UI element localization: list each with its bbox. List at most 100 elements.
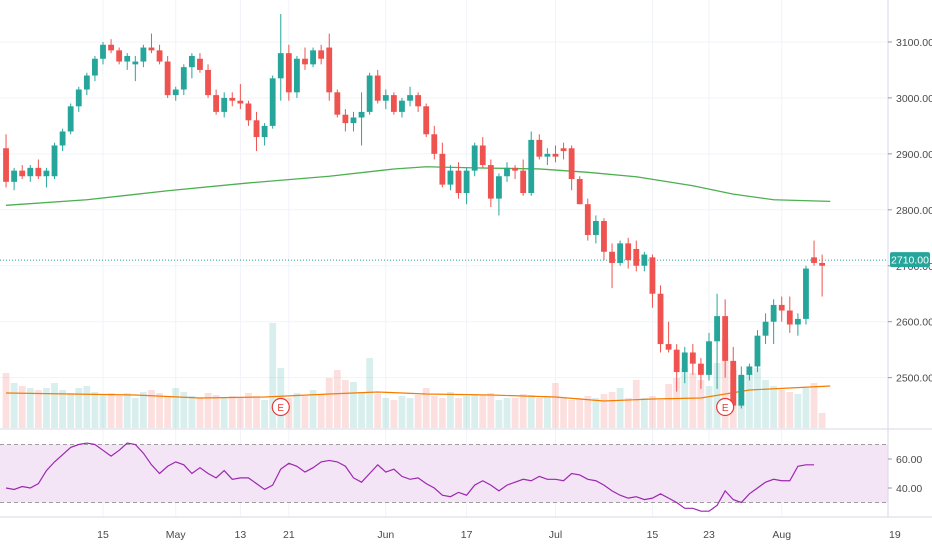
candle-body[interactable] bbox=[27, 167, 34, 177]
candle-body[interactable] bbox=[819, 262, 826, 266]
candle-body[interactable] bbox=[245, 103, 252, 121]
candle-body[interactable] bbox=[253, 120, 260, 138]
candle-body[interactable] bbox=[197, 58, 203, 70]
candle-body[interactable] bbox=[754, 335, 761, 367]
candle-body[interactable] bbox=[132, 61, 139, 65]
candle-body[interactable] bbox=[609, 251, 615, 263]
candle-body[interactable] bbox=[536, 139, 543, 157]
candle-body[interactable] bbox=[59, 131, 66, 146]
candle-body[interactable] bbox=[180, 67, 187, 90]
candle-body[interactable] bbox=[439, 153, 446, 185]
candle-body[interactable] bbox=[520, 170, 527, 194]
candle-body[interactable] bbox=[75, 89, 82, 107]
candle-body[interactable] bbox=[665, 344, 672, 350]
candle-body[interactable] bbox=[261, 125, 268, 138]
candle-body[interactable] bbox=[310, 50, 316, 65]
candle-body[interactable] bbox=[221, 97, 228, 112]
candle-body[interactable] bbox=[326, 47, 333, 93]
candle-body[interactable] bbox=[318, 50, 325, 59]
candle-body[interactable] bbox=[423, 106, 430, 135]
candle-body[interactable] bbox=[778, 304, 785, 311]
candle-body[interactable] bbox=[698, 363, 704, 375]
candle-body[interactable] bbox=[358, 111, 365, 118]
candle-body[interactable] bbox=[334, 92, 341, 115]
candle-body[interactable] bbox=[399, 100, 405, 112]
candle-body[interactable] bbox=[803, 268, 809, 319]
candle-body[interactable] bbox=[407, 95, 413, 101]
candle-body[interactable] bbox=[463, 170, 470, 194]
candle-body[interactable] bbox=[496, 176, 502, 199]
candle-body[interactable] bbox=[794, 318, 801, 325]
last-price-tag[interactable]: 2710.00 bbox=[890, 252, 930, 268]
candle-body[interactable] bbox=[43, 170, 50, 177]
candle-body[interactable] bbox=[601, 220, 607, 252]
candle-body[interactable] bbox=[3, 148, 9, 182]
earnings-marker-icon[interactable] bbox=[716, 397, 735, 417]
candle-body[interactable] bbox=[415, 95, 422, 107]
candle-body[interactable] bbox=[617, 243, 624, 263]
candle-body[interactable] bbox=[762, 321, 769, 336]
candle-body[interactable] bbox=[504, 167, 510, 177]
candle-body[interactable] bbox=[730, 360, 737, 406]
candle-body[interactable] bbox=[148, 47, 155, 51]
candle-body[interactable] bbox=[770, 304, 777, 322]
candle-body[interactable] bbox=[390, 95, 397, 112]
candle-body[interactable] bbox=[512, 167, 518, 171]
candle-body[interactable] bbox=[92, 58, 98, 76]
candle-body[interactable] bbox=[722, 316, 729, 361]
candle-body[interactable] bbox=[447, 170, 454, 185]
candle-body[interactable] bbox=[681, 352, 688, 373]
candle-body[interactable] bbox=[479, 145, 486, 166]
candle-body[interactable] bbox=[51, 145, 58, 177]
candle-body[interactable] bbox=[277, 53, 284, 79]
candle-body[interactable] bbox=[738, 374, 745, 406]
candle-body[interactable] bbox=[552, 153, 559, 157]
candle-body[interactable] bbox=[374, 75, 381, 101]
candle-body[interactable] bbox=[269, 78, 276, 126]
candle-body[interactable] bbox=[625, 243, 632, 261]
candle-body[interactable] bbox=[19, 170, 26, 177]
candle-body[interactable] bbox=[657, 293, 664, 345]
candle-body[interactable] bbox=[172, 89, 179, 96]
candle-body[interactable] bbox=[350, 117, 357, 124]
candle-body[interactable] bbox=[471, 145, 478, 171]
candle-body[interactable] bbox=[487, 165, 494, 199]
candle-body[interactable] bbox=[302, 58, 308, 65]
candle-body[interactable] bbox=[786, 310, 793, 325]
candle-body[interactable] bbox=[568, 148, 575, 180]
candle-body[interactable] bbox=[116, 50, 123, 62]
candle-body[interactable] bbox=[164, 61, 171, 96]
candle-body[interactable] bbox=[455, 170, 462, 194]
candle-body[interactable] bbox=[633, 248, 640, 266]
candle-body[interactable] bbox=[342, 114, 349, 124]
candle-body[interactable] bbox=[746, 366, 753, 375]
candle-body[interactable] bbox=[560, 148, 567, 152]
candle-body[interactable] bbox=[576, 179, 583, 205]
candle-body[interactable] bbox=[811, 257, 817, 263]
candle-body[interactable] bbox=[67, 106, 74, 132]
earnings-marker-icon[interactable] bbox=[271, 397, 290, 417]
candle-body[interactable] bbox=[205, 69, 211, 96]
candle-body[interactable] bbox=[237, 100, 244, 104]
candle-body[interactable] bbox=[229, 97, 236, 101]
candle-body[interactable] bbox=[294, 58, 300, 93]
candle-body[interactable] bbox=[188, 55, 195, 68]
candle-body[interactable] bbox=[83, 75, 90, 90]
candle-body[interactable] bbox=[124, 55, 131, 62]
candle-body[interactable] bbox=[592, 220, 599, 235]
candle-body[interactable] bbox=[11, 170, 18, 182]
candle-body[interactable] bbox=[431, 134, 438, 154]
candle-body[interactable] bbox=[584, 204, 591, 235]
candle-body[interactable] bbox=[140, 47, 147, 62]
candle-body[interactable] bbox=[528, 139, 535, 194]
candle-body[interactable] bbox=[35, 167, 42, 177]
candle-body[interactable] bbox=[108, 44, 114, 51]
candle-body[interactable] bbox=[100, 44, 106, 59]
candle-body[interactable] bbox=[706, 341, 712, 375]
candle-body[interactable] bbox=[285, 53, 292, 93]
candle-body[interactable] bbox=[689, 352, 696, 364]
candle-body[interactable] bbox=[366, 75, 373, 112]
candle-body[interactable] bbox=[673, 349, 680, 373]
candle-body[interactable] bbox=[544, 153, 551, 157]
candle-body[interactable] bbox=[649, 257, 656, 294]
